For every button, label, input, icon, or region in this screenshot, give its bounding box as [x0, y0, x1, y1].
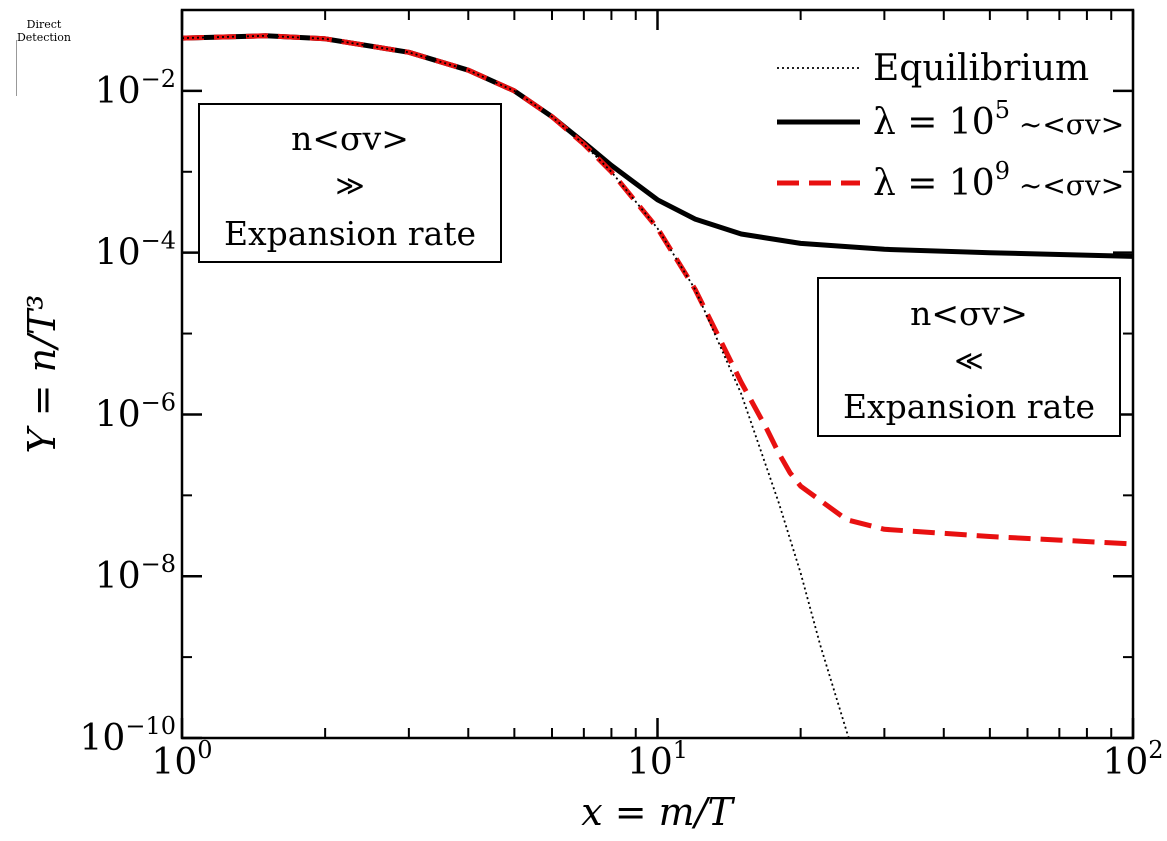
corner-note-line1: Direct — [26, 18, 62, 31]
annotation-line1: n<σv> — [291, 119, 409, 158]
axis-ticks: 100 101 102 10−2 10−4 10−6 10−8 10−10 — [80, 9, 1164, 783]
y-tick-label: 10−4 — [95, 227, 176, 274]
corner-rule — [16, 40, 17, 96]
annotation-frame — [198, 103, 502, 263]
annotations: n<σv> ≫ Expansion rate n<σv> ≪ Expansion rate — [198, 103, 1121, 437]
legend-label-1: λ = 105 ~<σv> — [873, 96, 1124, 143]
annotation-frame — [817, 277, 1121, 437]
y-tick-label: 10−6 — [95, 388, 176, 435]
x-tick-label: 102 — [1102, 736, 1163, 783]
y-tick-label: 10−10 — [80, 712, 176, 759]
annotation-box-1: n<σv> ≫ Expansion rate — [198, 103, 502, 263]
corner-note: Direct Detection — [0, 18, 88, 44]
y-axis-label: Y = n/T³ — [20, 295, 64, 454]
plot-lines — [182, 33, 1133, 738]
x-tick-label: 100 — [151, 736, 212, 783]
legend: Equilibrium λ = 105 ~<σv> λ = 109 ~<σv> — [777, 48, 1124, 204]
annotation-line1: n<σv> — [910, 294, 1028, 333]
annotation-line2: ≫ — [335, 169, 364, 202]
annotation-line3: Expansion rate — [843, 387, 1095, 426]
x-axis-label: x = m/T — [581, 790, 735, 834]
legend-label-0: Equilibrium — [873, 48, 1089, 89]
annotation-line3: Expansion rate — [224, 214, 476, 253]
corner-note-line2: Detection — [16, 31, 72, 44]
y-tick-label: 10−2 — [95, 65, 176, 112]
y-tick-label: 10−8 — [95, 550, 176, 597]
x-tick-label: 101 — [627, 736, 688, 783]
annotation-box-2: n<σv> ≪ Expansion rate — [817, 277, 1121, 437]
series-line-2 — [182, 33, 1133, 547]
annotation-line2: ≪ — [954, 344, 983, 377]
legend-label-2: λ = 109 ~<σv> — [873, 157, 1124, 204]
